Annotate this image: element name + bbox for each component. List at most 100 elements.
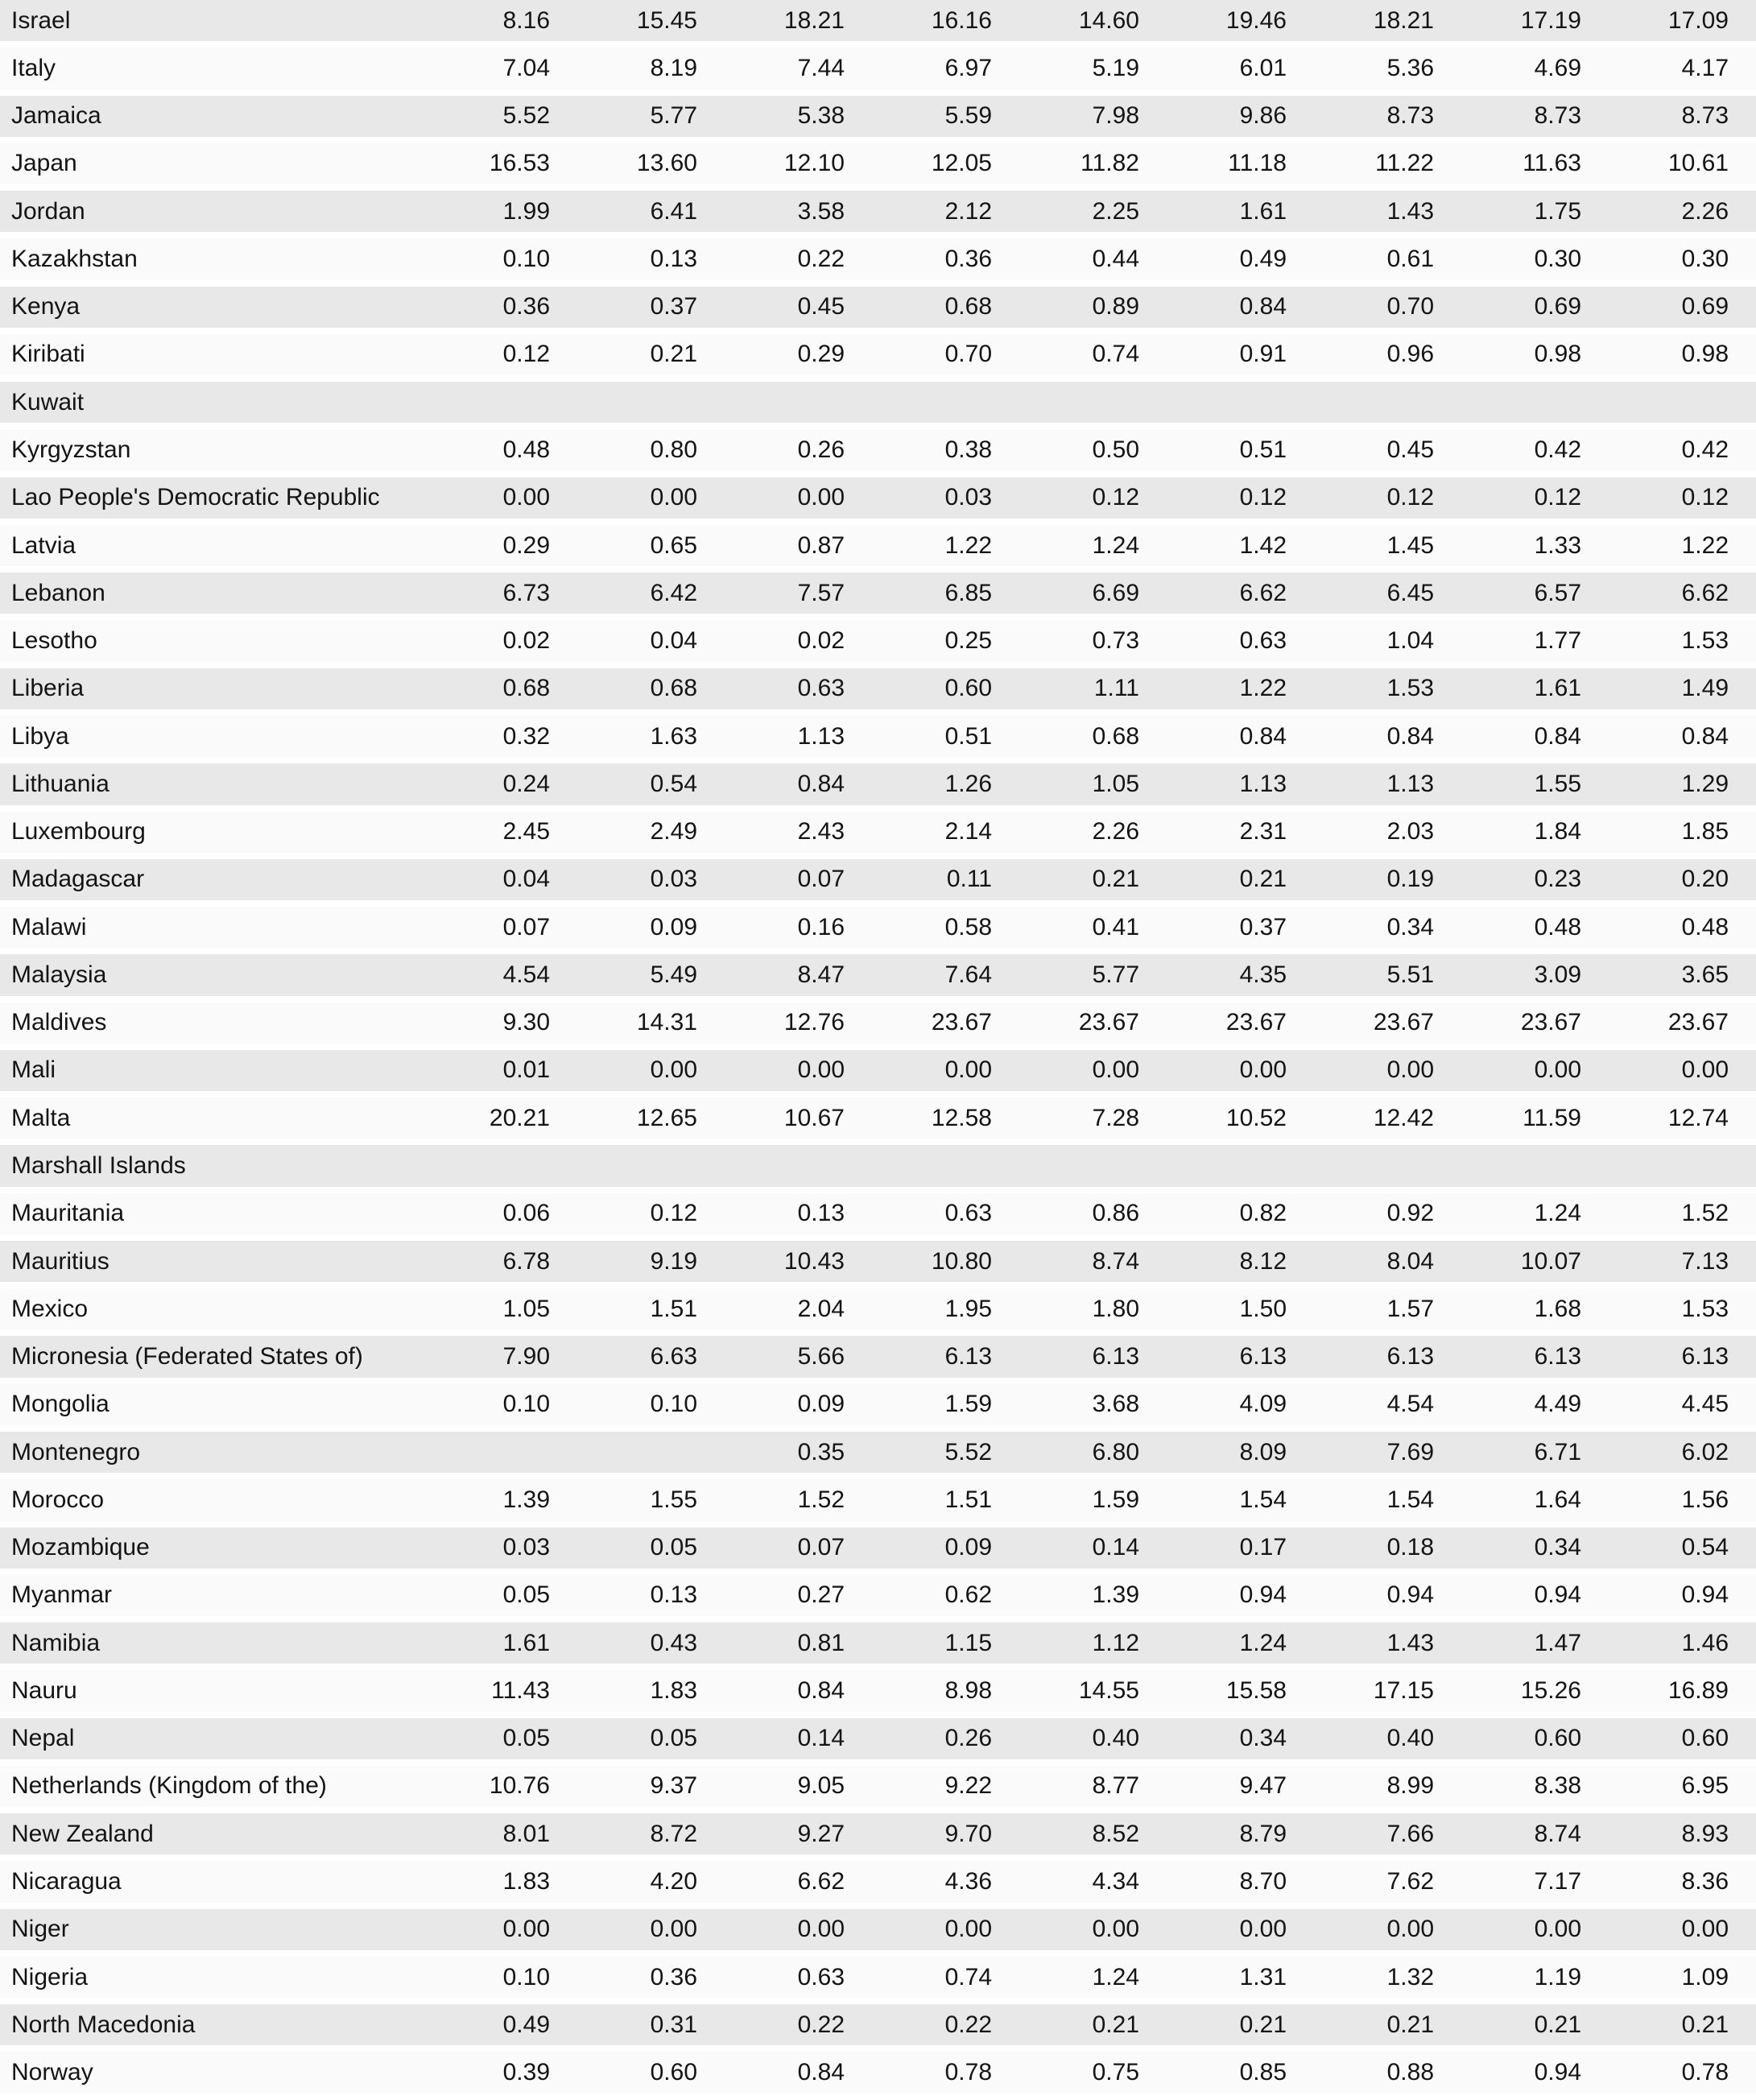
value-cell: 2.49 [650,820,697,845]
value-cell: 0.38 [944,438,992,463]
table-row: Kenya 0.36 0.37 0.45 0.68 0.89 0.84 0.70 0.69 0.6… [0,286,1756,334]
table-row: Mongolia 0.10 0.10 0.09 1.59 3.68 4.09 4.54 4.49… [0,1383,1756,1432]
table-row: Myanmar 0.05 0.13 0.27 0.62 1.39 0.94 0.94 0.94 0… [0,1574,1756,1623]
table-row: Japan 16.53 13.60 12.10 12.05 11.82 11.18 11.22… [0,143,1756,192]
value-cell: 0.05 [650,1726,697,1751]
value-cell: 1.53 [1681,629,1729,654]
table-row: Kazakhstan 0.10 0.13 0.22 0.36 0.44 0.49 0.61 0.… [0,238,1756,287]
value-cell: 7.13 [1681,1249,1729,1274]
value-cell: 0.63 [1239,629,1287,654]
value-cell: 15.45 [636,8,697,33]
value-cell: 0.44 [1092,246,1139,271]
value-cell: 0.04 [650,629,697,654]
value-cell: 6.78 [502,1249,550,1274]
value-cell: 1.24 [1239,1631,1287,1656]
value-cell: 0.60 [650,2061,697,2086]
value-cell: 1.22 [944,533,992,558]
value-cell: 0.07 [797,867,845,892]
value-cell: 0.25 [944,629,992,654]
value-cell: 8.09 [1239,1440,1287,1465]
value-cell: 10.43 [783,1249,845,1274]
value-cell: 12.76 [783,1011,845,1036]
country-name: Kiribati [11,342,85,367]
table-row: Niger 0.00 0.00 0.00 0.00 0.00 0.00 0.00 0.00 0.0… [0,1908,1756,1957]
value-cell: 4.54 [1386,1392,1434,1417]
value-cell: 1.59 [1092,1487,1139,1512]
country-name: Nauru [11,1678,77,1703]
country-name: Jamaica [11,104,101,129]
value-cell: 8.70 [1239,1869,1287,1894]
value-cell: 0.30 [1681,246,1729,271]
value-cell: 1.15 [944,1631,992,1656]
value-cell: 3.68 [1092,1392,1139,1417]
country-name: Netherlands (Kingdom of the) [11,1774,327,1799]
value-cell: 1.12 [1092,1631,1139,1656]
value-cell: 0.21 [650,342,697,367]
value-cell: 1.61 [502,1631,550,1656]
value-cell: 1.50 [1239,1296,1287,1321]
value-cell: 0.21 [1239,867,1287,892]
value-cell: 0.14 [1092,1536,1139,1561]
value-cell: 7.28 [1092,1106,1139,1131]
country-name: New Zealand [11,1821,154,1846]
value-cell: 1.19 [1534,1965,1581,1990]
value-cell: 18.21 [783,8,845,33]
value-cell: 0.73 [1092,629,1139,654]
value-cell: 2.25 [1092,199,1139,224]
value-cell: 0.94 [1386,1583,1434,1608]
value-cell: 5.38 [797,104,845,129]
value-cell: 1.24 [1092,533,1139,558]
value-cell: 0.60 [944,676,992,701]
value-cell: 0.22 [797,246,845,271]
country-name: Liberia [11,676,85,701]
value-cell: 0.34 [1386,915,1434,940]
value-cell: 1.45 [1386,533,1434,558]
value-cell: 16.53 [489,151,550,176]
value-cell: 0.13 [650,246,697,271]
value-cell: 0.00 [1092,1058,1139,1083]
value-cell: 16.16 [931,8,992,33]
country-name: Nigeria [11,1965,89,1990]
table-row: Morocco 1.39 1.55 1.52 1.51 1.59 1.54 1.54 1.64 1… [0,1479,1756,1527]
value-cell: 0.78 [944,2061,992,2086]
value-cell: 1.31 [1239,1965,1287,1990]
value-cell: 5.52 [502,104,550,129]
value-cell: 0.75 [1092,2061,1139,2086]
table-row: Jordan 1.99 6.41 3.58 2.12 2.25 1.61 1.43 1.75 2.… [0,191,1756,239]
table-row: Israel 8.16 15.45 18.21 16.16 14.60 19.46 18.21… [0,0,1756,48]
value-cell: 7.04 [502,56,550,81]
value-cell: 1.68 [1534,1296,1581,1321]
value-cell: 0.34 [1239,1726,1287,1751]
table-row: Marshall Islands [0,1145,1756,1193]
table-row: Mauritius 6.78 9.19 10.43 10.80 8.74 8.12 8.04 1… [0,1240,1756,1289]
value-cell: 6.63 [650,1345,697,1370]
value-cell: 0.54 [1681,1536,1729,1561]
value-cell: 2.04 [797,1296,845,1321]
value-cell: 23.67 [1520,1011,1581,1036]
value-cell: 1.09 [1681,1965,1729,1990]
value-cell: 17.19 [1520,8,1581,33]
value-cell: 0.00 [1239,1917,1287,1942]
table-row: Lao People's Democratic Republic 0.00 0.00… [0,477,1756,525]
value-cell: 1.39 [502,1487,550,1512]
value-cell: 4.69 [1534,56,1581,81]
value-cell: 11.43 [491,1678,550,1703]
country-name: North Macedonia [11,2012,196,2037]
value-cell: 0.35 [797,1440,845,1465]
value-cell: 0.61 [1386,246,1434,271]
value-cell: 8.99 [1386,1774,1434,1799]
value-cell: 0.96 [1386,342,1434,367]
value-cell: 4.17 [1681,56,1729,81]
value-cell: 2.31 [1239,820,1287,845]
value-cell: 0.00 [1534,1917,1581,1942]
value-cell: 8.47 [797,962,845,987]
value-cell: 0.89 [1092,295,1139,320]
table-row: Malta 20.21 12.65 10.67 12.58 7.28 10.52 12.42 1… [0,1098,1756,1146]
value-cell: 0.91 [1239,342,1287,367]
value-cell: 1.63 [650,724,697,749]
value-cell: 6.13 [1092,1345,1139,1370]
table-row: Nauru 11.43 1.83 0.84 8.98 14.55 15.58 17.15 15.… [0,1670,1756,1718]
value-cell: 0.58 [944,915,992,940]
value-cell: 0.00 [797,486,845,511]
value-cell: 8.74 [1534,1821,1581,1846]
